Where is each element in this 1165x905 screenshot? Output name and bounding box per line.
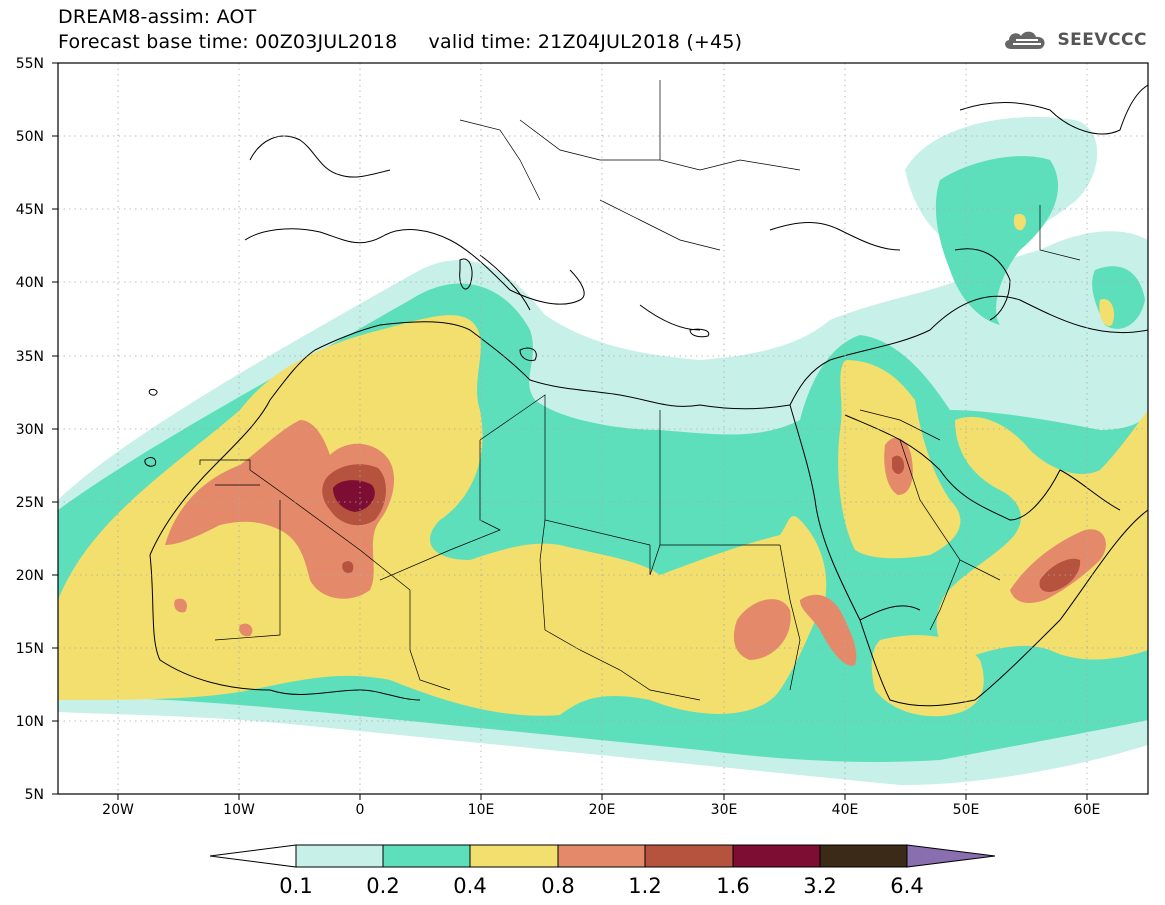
seevccc-logo: SEEVCCC xyxy=(1001,27,1147,53)
lat-label: 45N xyxy=(16,202,44,218)
lon-ticks xyxy=(117,794,1088,800)
lon-label: 50E xyxy=(953,802,980,818)
lat-axis: 5N 10N 15N 20N 25N 30N 35N 40N 45N 50N 5… xyxy=(16,56,44,803)
lat-label: 20N xyxy=(16,568,44,584)
lon-label: 20W xyxy=(102,802,134,818)
lon-label: 10W xyxy=(223,802,255,818)
lat-label: 40N xyxy=(16,275,44,291)
colorbar-label: 3.2 xyxy=(803,874,836,898)
lat-label: 15N xyxy=(16,641,44,657)
lat-label: 5N xyxy=(25,787,44,803)
map-plot-area xyxy=(58,63,1148,794)
colorbar-segment xyxy=(732,844,821,868)
colorbar-label: 0.4 xyxy=(453,874,486,898)
colorbar-label: 0.2 xyxy=(366,874,399,898)
colorbar-label: 0.1 xyxy=(279,874,312,898)
lat-label: 50N xyxy=(16,129,44,145)
colorbar-segment xyxy=(209,844,297,868)
lat-label: 10N xyxy=(16,714,44,730)
lon-label: 60E xyxy=(1074,802,1101,818)
colorbar-segment xyxy=(819,844,908,868)
colorbar-segment xyxy=(469,844,559,868)
colorbar-labels: 0.1 0.2 0.4 0.8 1.2 1.6 3.2 6.4 xyxy=(279,874,923,898)
colorbar-segment xyxy=(557,844,646,868)
aot-layer-0.4 xyxy=(58,213,1148,717)
colorbar-segment xyxy=(295,844,384,868)
lon-label: 30E xyxy=(711,802,738,818)
colorbar-label: 0.8 xyxy=(541,874,574,898)
colorbar-segment xyxy=(382,844,471,868)
lon-label: 40E xyxy=(832,802,859,818)
lon-label: 20E xyxy=(589,802,616,818)
cloud-icon xyxy=(1005,31,1046,49)
colorbar-segment xyxy=(906,844,996,868)
lat-label: 35N xyxy=(16,349,44,365)
lat-label: 25N xyxy=(16,495,44,511)
aot-colorbar xyxy=(209,844,996,868)
map-title: DREAM8-assim: AOT xyxy=(58,6,257,28)
islands xyxy=(144,258,710,467)
colorbar-label: 6.4 xyxy=(890,874,923,898)
forecast-time-label: Forecast base time: 00Z03JUL2018 valid t… xyxy=(58,31,743,53)
colorbar-segment xyxy=(644,844,734,868)
logo-text: SEEVCCC xyxy=(1057,30,1147,50)
lon-label: 0 xyxy=(356,802,365,818)
lon-label: 10E xyxy=(468,802,495,818)
aot-layer-1.6 xyxy=(333,480,375,512)
lon-axis: 20W 10W 0 10E 20E 30E 40E 50E 60E xyxy=(102,802,1100,818)
colorbar-label: 1.2 xyxy=(628,874,661,898)
lat-label: 30N xyxy=(16,422,44,438)
lat-ticks xyxy=(52,62,58,795)
lat-label: 55N xyxy=(16,56,44,72)
coastlines xyxy=(149,84,1148,707)
colorbar-label: 1.6 xyxy=(716,874,749,898)
graticule xyxy=(58,63,1148,794)
country-borders xyxy=(199,80,1081,701)
